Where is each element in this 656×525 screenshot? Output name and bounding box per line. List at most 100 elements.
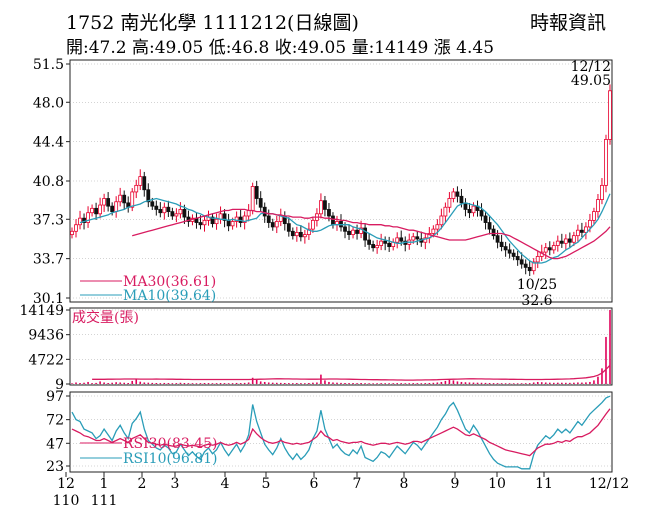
candle-body <box>567 238 572 243</box>
volume-tick-label: 9 <box>55 377 64 393</box>
price-tick-label: 33.7 <box>33 252 64 268</box>
candle-body <box>351 229 355 235</box>
candle-body <box>138 176 143 186</box>
candle-body <box>254 186 259 199</box>
candle-body <box>246 210 251 217</box>
candle-body <box>479 210 484 217</box>
candle-body <box>604 139 608 186</box>
candle-body <box>347 230 351 235</box>
rsi30-line <box>71 408 611 457</box>
candle-body <box>535 256 540 263</box>
candle-body <box>174 213 179 217</box>
chart-title: 1752 南光化學 1111212(日線圖) <box>66 12 359 34</box>
candle-body <box>423 237 428 243</box>
candle-body <box>306 228 311 235</box>
candle-body <box>274 221 279 228</box>
candle-body <box>443 206 448 217</box>
annotation-value: 32.6 <box>521 293 552 309</box>
annotation-date: 12/12 <box>571 59 611 75</box>
candle-body <box>222 213 227 221</box>
candle-body <box>527 266 532 272</box>
rsi-legend-label: RSI30(83.45) <box>123 436 217 452</box>
rsi-tick-label: 23 <box>46 459 64 475</box>
legend-label: MA30(36.61) <box>123 274 216 290</box>
candle-body <box>487 222 492 230</box>
candle-body <box>182 209 187 218</box>
candle-body <box>383 240 388 244</box>
volume-tick-label: 9436 <box>28 328 64 344</box>
candle-body <box>579 229 584 233</box>
x-tick-label: 12/12 <box>589 476 629 492</box>
candle-body <box>310 219 315 230</box>
candle-body <box>114 201 119 213</box>
x-tick-label: 11 <box>535 476 553 492</box>
candle-body <box>608 90 612 140</box>
candle-body <box>379 240 384 246</box>
candle-body <box>447 198 452 208</box>
candle-body <box>94 207 98 215</box>
candle-body <box>592 211 596 221</box>
candle-body <box>519 259 524 265</box>
candle-body <box>555 240 560 246</box>
candle-body <box>411 236 416 241</box>
candle-body <box>355 229 359 234</box>
candle-body <box>122 194 127 204</box>
candle-body <box>491 228 496 237</box>
x-tick-year: 111 <box>91 493 118 509</box>
legend-label: MA10(39.64) <box>123 288 216 304</box>
candle-body <box>551 245 556 251</box>
quote-summary: 開:47.2 高:49.05 低:46.8 收:49.05 量:14149 漲 … <box>66 38 495 58</box>
ma10-line <box>79 193 611 264</box>
candle-body <box>266 215 271 223</box>
candle-body <box>118 194 123 203</box>
candle-body <box>74 224 78 232</box>
candle-body <box>563 238 568 244</box>
candle-body <box>543 247 548 253</box>
candle-body <box>242 215 247 223</box>
ma30-line <box>132 208 611 260</box>
candle-body <box>559 240 564 244</box>
price-tick-label: 37.3 <box>33 212 64 228</box>
x-tick-label: 4 <box>221 476 230 492</box>
candle-body <box>262 206 267 217</box>
annotation-date: 10/25 <box>517 277 557 293</box>
volume-tick-label: 4722 <box>28 352 64 368</box>
data-source-label: 時報資訊 <box>530 12 607 34</box>
candle-body <box>327 209 331 217</box>
candle-body <box>323 200 327 210</box>
candle-body <box>511 252 516 257</box>
candle-body <box>451 191 456 199</box>
candle-body <box>435 224 440 230</box>
candle-body <box>86 212 90 223</box>
candle-body <box>162 206 167 214</box>
price-tick-label: 51.5 <box>33 57 64 73</box>
candle-body <box>431 228 436 234</box>
x-tick-year: 110 <box>53 493 80 509</box>
candle-body <box>110 205 115 213</box>
candle-body <box>210 216 215 225</box>
panel-frame <box>69 391 613 473</box>
volume-ma-line <box>92 364 611 381</box>
candle-body <box>90 207 94 214</box>
volume-series-label: 成交量(張) <box>72 309 139 326</box>
candle-body <box>588 219 592 228</box>
candle-body <box>343 226 347 232</box>
candle-body <box>499 241 504 248</box>
panel-frame <box>69 307 613 386</box>
candle-body <box>230 221 235 227</box>
candle-body <box>134 184 139 193</box>
rsi-tick-label: 97 <box>46 389 64 405</box>
candle-body <box>331 215 335 226</box>
candle-body <box>154 205 159 210</box>
candle-body <box>302 234 307 238</box>
candle-body <box>234 216 239 222</box>
annotation-value: 49.05 <box>571 73 611 89</box>
candle-body <box>547 247 552 251</box>
x-tick-label: 2 <box>138 476 147 492</box>
candle-body <box>102 198 107 206</box>
candle-body <box>82 217 86 223</box>
rsi-legend-label: RSI10(96.81) <box>123 451 217 467</box>
x-tick-label: 5 <box>262 476 271 492</box>
candle-body <box>483 215 488 223</box>
volume-tick-label: 14149 <box>19 303 64 319</box>
